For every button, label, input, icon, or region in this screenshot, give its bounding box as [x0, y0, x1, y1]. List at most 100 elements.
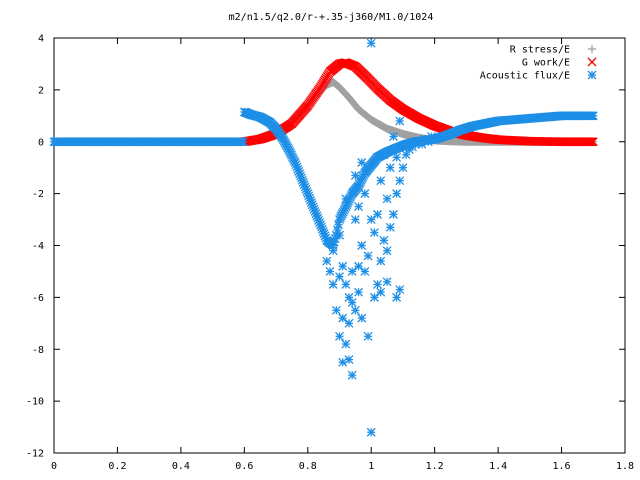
x-tick-label: 0: [51, 461, 57, 472]
acoustic-flux-scatter-point: [341, 279, 351, 289]
legend-marker: [587, 57, 597, 67]
acoustic-flux-scatter-point: [369, 228, 379, 237]
acoustic-flux-scatter-point: [331, 305, 341, 315]
acoustic-flux-scatter-point: [338, 357, 348, 367]
acoustic-flux-scatter-point: [376, 287, 386, 297]
legend-label: R stress/E: [510, 45, 570, 56]
legend-label: G work/E: [522, 58, 570, 69]
x-tick-label: 0.2: [108, 461, 126, 472]
y-tick-label: 0: [38, 137, 44, 148]
acoustic-flux-scatter-point: [347, 370, 357, 380]
acoustic-flux-scatter-point: [366, 215, 376, 225]
acoustic-flux-scatter-point: [392, 189, 402, 199]
acoustic-flux-scatter-point: [350, 215, 360, 225]
series-r-stress: [240, 78, 598, 146]
acoustic-flux-scatter-point: [392, 152, 402, 162]
axes: [53, 37, 626, 454]
acoustic-flux-scatter-point: [379, 150, 389, 160]
x-tick-label: 1.8: [616, 461, 634, 472]
acoustic-flux-scatter-point: [388, 132, 398, 142]
acoustic-flux-scatter-point: [328, 279, 338, 289]
plot-frame: [53, 37, 626, 454]
x-tick-label: 1.4: [489, 461, 507, 472]
x-tick-label: 0.4: [172, 461, 190, 472]
acoustic-flux-scatter-point: [354, 202, 363, 212]
legend-marker: [587, 70, 597, 80]
acoustic-flux-scatter-point: [369, 292, 379, 302]
acoustic-flux-scatter-point: [347, 266, 357, 276]
y-tick-label: -8: [32, 345, 44, 356]
acoustic-flux-scatter-point: [382, 277, 392, 287]
acoustic-flux-scatter-point: [376, 256, 386, 266]
y-tick-label: -12: [26, 449, 44, 460]
acoustic-flux-scatter-point: [395, 285, 405, 295]
acoustic-flux-scatter-point: [382, 246, 392, 256]
acoustic-flux-scatter-point: [350, 305, 360, 315]
acoustic-flux-scatter-point: [344, 318, 354, 328]
acoustic-flux-scatter-point: [347, 298, 357, 308]
acoustic-flux-scatter-point: [385, 222, 395, 232]
acoustic-flux-scatter-point: [335, 331, 344, 341]
acoustic-flux-point: [588, 111, 598, 121]
g-work-point: [586, 137, 596, 147]
y-tick-label: 4: [38, 34, 44, 45]
acoustic-flux-scatter-point: [350, 171, 360, 180]
acoustic-flux-scatter-point: [376, 176, 386, 186]
y-tick-label: 2: [38, 85, 44, 96]
acoustic-flux-scatter-point: [357, 241, 367, 250]
acoustic-flux-scatter-point: [322, 256, 332, 266]
acoustic-flux-scatter-point: [363, 331, 373, 341]
y-tick-label: -4: [32, 241, 44, 252]
acoustic-flux-scatter-point: [354, 287, 363, 297]
acoustic-flux-scatter-point: [395, 116, 405, 126]
acoustic-flux-scatter-point: [388, 209, 398, 219]
acoustic-flux-scatter-point: [373, 209, 383, 219]
x-tick-label: 0.8: [299, 461, 317, 472]
data-marks: [49, 38, 598, 437]
y-tick-label: -6: [32, 293, 44, 304]
acoustic-flux-scatter-point: [357, 313, 367, 323]
acoustic-flux-scatter-point: [379, 235, 389, 245]
x-tick-label: 1.6: [553, 461, 571, 472]
acoustic-flux-scatter-point: [325, 266, 335, 276]
acoustic-flux-scatter-point: [341, 194, 351, 204]
acoustic-flux-scatter-point: [338, 313, 348, 323]
acoustic-flux-scatter-point: [398, 163, 408, 173]
acoustic-flux-scatter-point: [385, 163, 395, 173]
x-tick-label: 1: [368, 461, 374, 472]
acoustic-flux-scatter-point: [357, 158, 367, 167]
chart-title: m2/n1.5/q2.0/r-+.35-j360/M1.0/1024: [229, 12, 434, 23]
g-work-point: [587, 137, 597, 147]
acoustic-flux-scatter-point: [366, 38, 376, 48]
acoustic-flux-scatter-point: [395, 176, 405, 186]
acoustic-flux-scatter-point: [335, 230, 344, 240]
acoustic-flux-scatter-point: [335, 272, 344, 282]
g-work-point: [585, 137, 595, 147]
acoustic-flux-scatter-point: [363, 251, 373, 261]
acoustic-flux-scatter-point: [360, 189, 370, 199]
legend-label: Acoustic flux/E: [480, 71, 570, 82]
y-tick-label: -2: [32, 189, 44, 200]
legend-marker: [588, 45, 596, 53]
tick-labels: 0 0.2 0.4 0.6 0.8 1 1.2 1.4 1.6 1.8 4 2 0 -2 -4 -6 -8 -10…: [26, 34, 634, 473]
g-work-point: [588, 137, 598, 147]
acoustic-flux-scatter-point: [430, 134, 440, 144]
acoustic-flux-scatter-point: [338, 261, 348, 271]
acoustic-flux-scatter-point: [328, 246, 338, 256]
acoustic-flux-scatter-point: [382, 194, 392, 204]
acoustic-flux-scatter-point: [354, 261, 363, 271]
acoustic-flux-scatter-point: [341, 339, 351, 349]
acoustic-flux-scatter-point: [360, 266, 370, 276]
g-work-point: [584, 137, 594, 147]
series-acoustic-flux: [49, 38, 598, 437]
acoustic-flux-scatter-point: [363, 163, 373, 173]
x-tick-label: 0.6: [235, 461, 253, 472]
y-tick-label: -10: [26, 397, 44, 408]
acoustic-flux-scatter-point: [366, 427, 376, 437]
acoustic-flux-scatter-point: [373, 279, 383, 289]
x-tick-label: 1.2: [426, 461, 444, 472]
acoustic-flux-baseline-point: [238, 137, 248, 147]
legend: R stress/E G work/E Acoustic flux/E: [480, 45, 597, 82]
acoustic-flux-scatter-point: [392, 292, 402, 302]
